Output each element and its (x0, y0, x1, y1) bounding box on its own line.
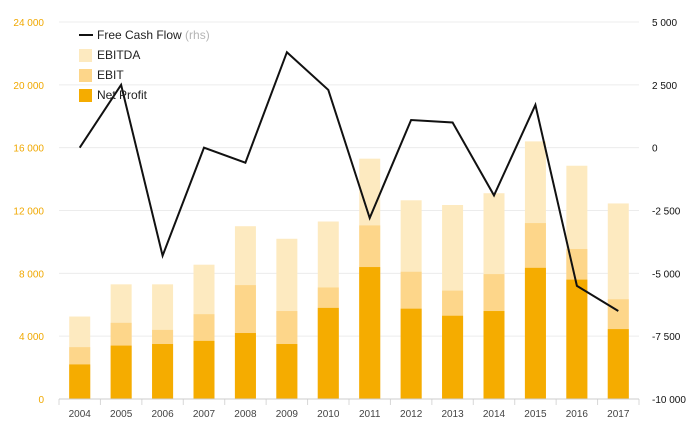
x-tick-label: 2011 (359, 409, 381, 420)
bars (69, 141, 629, 399)
x-tick-label: 2005 (110, 409, 133, 420)
bar-net-profit (524, 267, 546, 399)
bar-net-profit (442, 315, 464, 399)
legend-swatch-ebitda (79, 49, 92, 62)
y-right-tick-label: 0 (652, 144, 658, 155)
y-right-tick-label: 2 500 (652, 81, 677, 92)
bar-net-profit (110, 345, 132, 399)
bar-net-profit (193, 340, 215, 399)
y-left-tick-label: 20 000 (13, 81, 44, 92)
bar-net-profit (234, 333, 256, 399)
y-right-tick-label: -2 500 (652, 207, 681, 218)
bar-net-profit (607, 329, 629, 399)
x-tick-label: 2009 (276, 409, 299, 420)
bar-net-profit (317, 307, 339, 399)
bar-net-profit (69, 364, 91, 399)
axes: 0 4 000 8 000 12 000 16 000 20 000 24 000 -10 0… (13, 18, 686, 420)
x-tick-label: 2010 (317, 409, 340, 420)
free-cash-flow-line-group (78, 50, 619, 312)
bar-net-profit (359, 267, 381, 399)
legend-label-net-profit: Net Profit (97, 88, 148, 102)
legend: Free Cash Flow (rhs) EBITDA EBIT Net Pro… (79, 28, 210, 102)
x-tick-label: 2006 (151, 409, 174, 420)
y-right-tick-label: -10 000 (652, 395, 686, 406)
legend-swatch-net-profit (79, 89, 92, 102)
x-tick-label: 2004 (69, 409, 92, 420)
y-right-tick-label: -5 000 (652, 269, 681, 280)
x-tick-label: 2016 (566, 409, 589, 420)
y-right-tick-label: 5 000 (652, 18, 677, 29)
y-left-tick-label: 8 000 (19, 269, 44, 280)
x-tick-label: 2012 (400, 409, 423, 420)
y-left-tick-label: 4 000 (19, 332, 44, 343)
y-left-tick-label: 0 (38, 395, 44, 406)
x-tick-label: 2014 (483, 409, 506, 420)
bar-net-profit (276, 344, 298, 399)
y-left-tick-label: 24 000 (13, 18, 44, 29)
bar-net-profit (400, 308, 422, 399)
bar-net-profit (152, 344, 174, 399)
y-left-tick-label: 12 000 (13, 207, 44, 218)
x-tick-label: 2007 (193, 409, 216, 420)
legend-label-ebit: EBIT (97, 68, 124, 82)
x-tick-label: 2013 (441, 409, 464, 420)
x-tick-label: 2008 (234, 409, 257, 420)
legend-label-free-cash-flow: Free Cash Flow (rhs) (97, 28, 210, 42)
free-cash-flow-line (78, 50, 619, 312)
legend-swatch-ebit (79, 69, 92, 82)
y-left-tick-label: 16 000 (13, 144, 44, 155)
legend-label-ebitda: EBITDA (97, 48, 140, 62)
y-right-tick-label: -7 500 (652, 332, 681, 343)
bar-net-profit (483, 311, 505, 399)
x-tick-label: 2015 (524, 409, 547, 420)
bar-net-profit (566, 279, 588, 399)
x-tick-label: 2017 (607, 409, 630, 420)
